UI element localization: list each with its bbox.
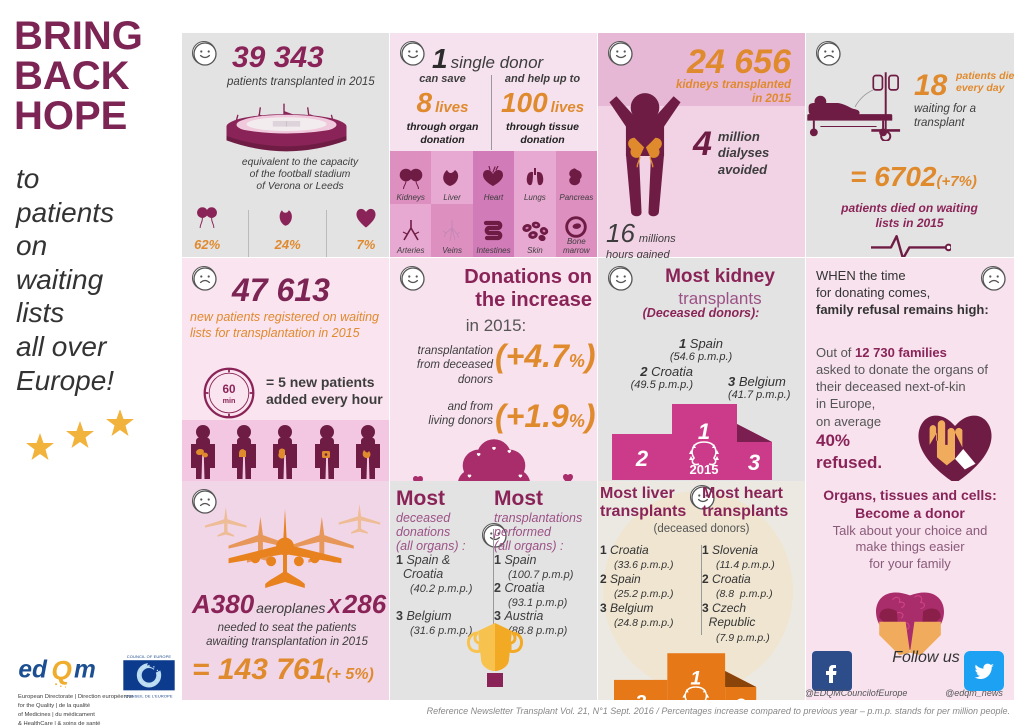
svg-text:m: m xyxy=(74,657,96,684)
svg-text:2: 2 xyxy=(635,446,649,471)
svg-text:Q: Q xyxy=(51,656,72,686)
svg-text:1: 1 xyxy=(698,419,710,444)
svg-text:CONSEIL DE L'EUROPE: CONSEIL DE L'EUROPE xyxy=(125,693,172,698)
svg-text:COUNCIL OF EUROPE: COUNCIL OF EUROPE xyxy=(127,654,172,659)
svg-text:3: 3 xyxy=(748,450,760,475)
svg-text:min: min xyxy=(223,396,236,405)
svg-text:60: 60 xyxy=(222,383,236,396)
svg-text:ed: ed xyxy=(18,657,48,684)
svg-text:2: 2 xyxy=(634,691,646,700)
svg-text:1: 1 xyxy=(690,667,701,689)
svg-text:3: 3 xyxy=(735,695,746,700)
